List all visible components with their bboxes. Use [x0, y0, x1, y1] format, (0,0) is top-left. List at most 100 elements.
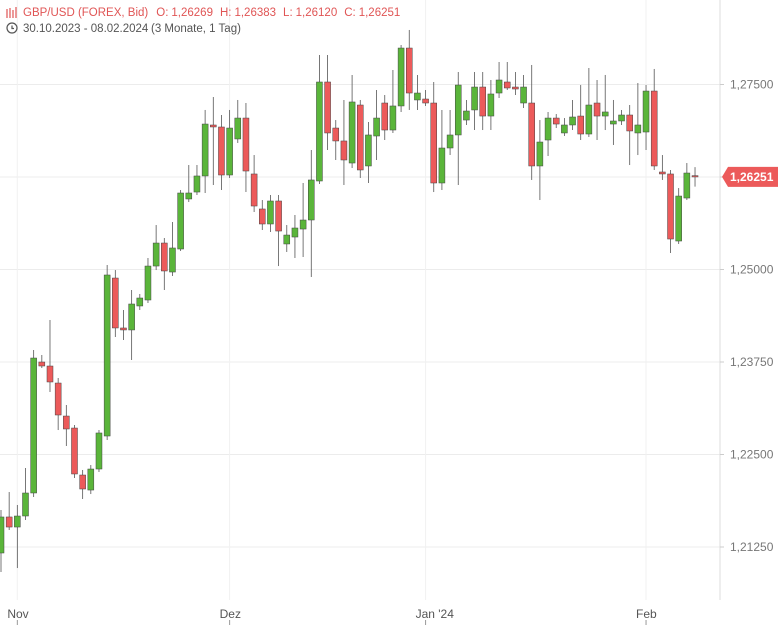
- candle-body: [103, 274, 111, 437]
- candle-body: [275, 200, 282, 232]
- candle-body: [577, 115, 584, 135]
- ohlc-value: 1,26269: [171, 7, 213, 19]
- candle-body: [634, 124, 642, 134]
- candle-body: [332, 127, 340, 142]
- candle-body: [585, 104, 593, 135]
- candle-body: [667, 173, 674, 240]
- candle-body: [38, 361, 46, 367]
- candle-body: [520, 86, 527, 104]
- candle-body: [242, 117, 250, 172]
- candle-body: [234, 117, 242, 140]
- candle-body: [250, 173, 258, 207]
- candle-body: [226, 127, 233, 176]
- ohlc-key: H:: [220, 7, 232, 19]
- candle-body: [675, 195, 682, 242]
- ohlc-key: C:: [344, 7, 356, 19]
- candle-body: [610, 120, 617, 125]
- candle-body: [87, 468, 95, 491]
- period: (3 Monate, 1 Tag): [151, 23, 241, 35]
- plot-area: [0, 0, 720, 600]
- y-tick-label: 1,25000: [730, 263, 774, 277]
- candle-body: [430, 102, 437, 184]
- candle-body: [422, 98, 429, 104]
- candle-body: [512, 86, 519, 90]
- candle-body: [161, 242, 168, 272]
- clock-icon: [6, 22, 18, 34]
- candle-body: [683, 172, 691, 199]
- x-tick-label: Feb: [636, 607, 657, 621]
- candle-body: [291, 227, 299, 238]
- candle-body: [381, 102, 389, 131]
- candle-body: [357, 104, 364, 171]
- candle-body: [365, 134, 372, 167]
- price-tag-label: 1,26251: [730, 170, 774, 184]
- candle-body: [544, 117, 552, 141]
- candle-body: [618, 114, 625, 122]
- candle-body: [201, 123, 209, 177]
- y-tick-label: 1,22500: [730, 448, 774, 462]
- candle-body: [185, 192, 193, 200]
- candle-body: [438, 147, 446, 184]
- candle-body: [299, 219, 307, 230]
- candle-body: [71, 427, 78, 475]
- candle-body: [210, 124, 217, 128]
- candle-body: [528, 102, 535, 167]
- candle-body: [593, 102, 601, 117]
- candle-body: [626, 114, 633, 132]
- candle-body: [479, 86, 486, 117]
- x-tick-label: Dez: [220, 607, 241, 621]
- candle-body: [136, 297, 144, 307]
- ohlc-value: 1,26251: [359, 7, 401, 19]
- candle-body: [503, 81, 511, 89]
- ohlc-info: O: 1,26269 H: 1,26383 L: 1,26120 C: 1,26251: [156, 7, 400, 19]
- candle-body: [561, 124, 568, 134]
- candle-body: [495, 79, 503, 94]
- candle-body: [5, 516, 13, 528]
- candle-body: [193, 175, 201, 193]
- candle-body: [373, 117, 380, 137]
- candle-body: [283, 234, 291, 245]
- date-range: 30.10.2023 - 08.02.2024: [23, 23, 149, 35]
- candle-body: [389, 105, 397, 131]
- chart-title: GBP/USD (FOREX, Bid): [23, 7, 148, 19]
- candle-body: [316, 81, 323, 182]
- candle-body: [54, 382, 62, 416]
- candle-body: [406, 47, 413, 94]
- header: GBP/USD (FOREX, Bid) O: 1,26269 H: 1,26383 L…: [6, 7, 400, 35]
- x-tick-label: Jan '24: [416, 607, 455, 621]
- candle-body: [324, 81, 331, 134]
- candle-body: [177, 192, 184, 250]
- candle-body: [169, 247, 176, 273]
- candle-body: [397, 47, 405, 107]
- candle-body: [218, 126, 225, 176]
- candle-body: [340, 140, 348, 161]
- candle-body: [463, 110, 470, 121]
- candle-body: [487, 93, 495, 117]
- candle-body: [659, 171, 666, 175]
- candle-body: [22, 492, 29, 517]
- candle-body: [446, 134, 454, 149]
- candle-body: [569, 116, 576, 126]
- ohlc-value: 1,26120: [296, 7, 338, 19]
- candle-body: [650, 90, 658, 167]
- candle-body: [112, 277, 119, 329]
- candle-body: [14, 515, 21, 528]
- candle-body: [144, 265, 152, 301]
- y-tick-label: 1,27500: [730, 78, 774, 92]
- candle-body: [471, 86, 478, 111]
- candle-body: [536, 141, 544, 167]
- ohlc-key: L:: [283, 7, 293, 19]
- price-tag: [722, 166, 778, 187]
- candle-body: [63, 415, 70, 430]
- candle-body: [128, 303, 135, 331]
- candle-body: [308, 179, 315, 221]
- candle-body: [259, 208, 266, 225]
- candle-body: [46, 365, 54, 383]
- chart-icon: [6, 7, 17, 18]
- candle-body: [120, 327, 127, 331]
- candle-body: [454, 84, 462, 136]
- candle-body: [267, 200, 274, 225]
- candle-body: [691, 175, 699, 178]
- candle-body: [152, 242, 160, 267]
